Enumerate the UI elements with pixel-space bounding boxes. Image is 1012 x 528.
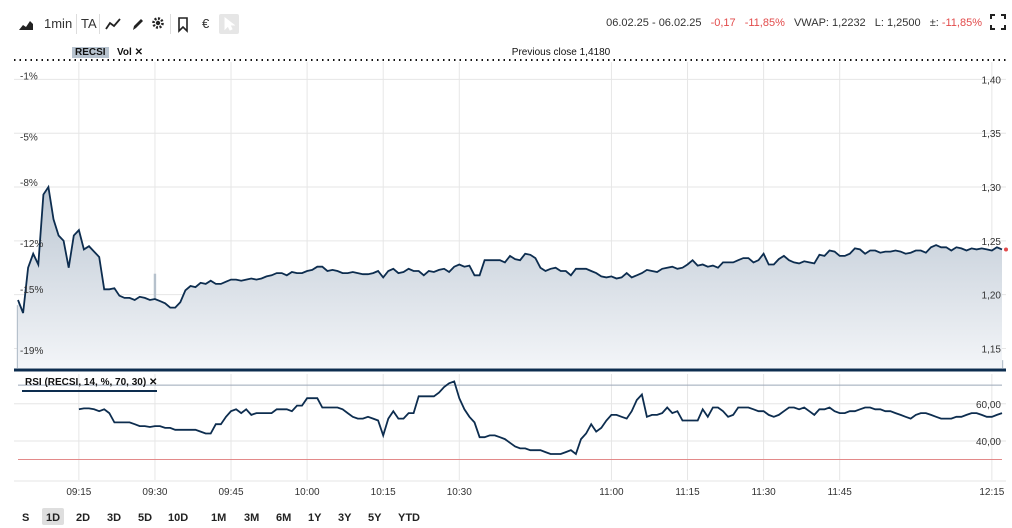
percent-tick-label: -12%: [20, 239, 43, 250]
pointer-icon[interactable]: [219, 14, 239, 34]
toolbar-divider: [76, 14, 77, 34]
range-button-6m[interactable]: 6M: [276, 512, 292, 524]
fullscreen-icon[interactable]: [990, 14, 1006, 30]
time-axis-ticks: 09:15 09:30 09:45 10:00 10:15 10:30 11:00 11:15…: [66, 487, 1004, 498]
time-tick-label: 09:15: [66, 487, 91, 498]
range-button-2d[interactable]: 2D: [76, 512, 91, 524]
range-button-1d[interactable]: 1D: [42, 508, 65, 525]
legend-volume-label: Vol: [117, 47, 132, 58]
price-chart[interactable]: Previous close 1,4180 1,401,351,301,251,…: [0, 0, 1012, 508]
rsi-line: [78, 380, 1003, 456]
interval-selector[interactable]: 1min: [44, 16, 73, 31]
indicator-icon[interactable]: [105, 14, 121, 34]
diff-label: ±: -11,85%: [929, 17, 982, 29]
time-tick-label: 10:00: [295, 487, 320, 498]
time-tick-label: 12:15: [979, 487, 1004, 498]
change-percent: -11,85%: [744, 17, 785, 29]
range-button-ytd[interactable]: YTD: [398, 512, 420, 524]
rsi-tick-label: 60,00: [976, 400, 1001, 411]
percent-tick-label: -1%: [20, 71, 38, 82]
price-tick-label: 1,20: [982, 291, 1002, 302]
time-tick-label: 09:45: [219, 487, 244, 498]
time-tick-label: 11:00: [599, 487, 624, 498]
legend-rsi-label: RSI (RECSI, 14, %, 70, 30): [25, 377, 147, 388]
ta-button[interactable]: TA: [81, 16, 97, 31]
time-tick-label: 10:15: [371, 487, 396, 498]
rsi-tick-label: 40,00: [976, 437, 1001, 448]
price-line: [17, 184, 1003, 314]
percent-tick-label: -5%: [20, 132, 38, 143]
previous-close-label: Previous close 1,4180: [512, 47, 611, 58]
time-tick-label: 11:45: [828, 487, 853, 498]
bookmark-icon[interactable]: [177, 14, 189, 34]
close-rsi-icon[interactable]: ✕: [148, 377, 158, 388]
time-tick-label: 09:30: [142, 487, 167, 498]
time-tick-label: 11:15: [675, 487, 700, 498]
range-button-3y[interactable]: 3Y: [338, 512, 352, 524]
close-volume-icon[interactable]: ✕: [134, 47, 143, 58]
time-tick-label: 10:30: [447, 487, 472, 498]
change-absolute: -0,17: [710, 17, 736, 29]
legend-volume[interactable]: Vol ✕: [117, 47, 143, 58]
price-tick-label: 1,30: [982, 183, 1002, 194]
diff-value: -11,85%: [941, 17, 982, 29]
area-chart-icon[interactable]: [18, 14, 34, 34]
chart-toolbar: 1min TA € 06.02.25 - 06.02.25 -0,17 -11,…: [0, 0, 1012, 48]
range-button-10d[interactable]: 10D: [168, 512, 189, 524]
range-button-1y[interactable]: 1Y: [308, 512, 322, 524]
toolbar-divider: [170, 14, 171, 34]
price-area: [18, 187, 1002, 368]
range-button-1m[interactable]: 1M: [211, 512, 227, 524]
vwap-value: VWAP: 1,2232: [793, 17, 866, 29]
price-axis-ticks: 1,40 1,35 1,30 1,25 1,20 1,15: [982, 75, 1002, 355]
draw-pencil-icon[interactable]: [131, 14, 145, 34]
time-tick-label: 11:30: [751, 487, 776, 498]
time-range-bar: S 1D 2D 3D 5D 10D 1M 3M 6M 1Y 3Y 5Y YTD: [0, 508, 1012, 525]
price-tick-label: 1,15: [982, 344, 1002, 355]
range-button-s[interactable]: S: [22, 512, 30, 524]
date-range: 06.02.25 - 06.02.25: [606, 17, 702, 29]
toolbar-divider: [99, 14, 100, 34]
gear-icon[interactable]: [151, 14, 165, 34]
price-info: 06.02.25 - 06.02.25 -0,17 -11,85% VWAP: …: [600, 17, 982, 29]
price-tick-label: 1,25: [982, 237, 1002, 248]
percent-tick-label: -15%: [20, 285, 43, 296]
legend-rsi[interactable]: RSI (RECSI, 14, %, 70, 30) ✕: [25, 377, 157, 388]
range-button-3m[interactable]: 3M: [244, 512, 260, 524]
range-button-5d[interactable]: 5D: [138, 512, 153, 524]
range-button-5y[interactable]: 5Y: [368, 512, 382, 524]
price-tick-label: 1,40: [982, 75, 1002, 86]
price-tick-label: 1,35: [982, 129, 1002, 140]
currency-button[interactable]: €: [202, 16, 210, 31]
rsi-axis-ticks: 60,00 40,00: [976, 400, 1001, 448]
percent-tick-label: -19%: [20, 346, 43, 357]
percent-tick-label: -8%: [20, 178, 38, 189]
range-button-3d[interactable]: 3D: [107, 512, 122, 524]
percent-axis-ticks: -1% -5% -8% -12% -15% -19%: [20, 71, 43, 357]
legend-recsi[interactable]: RECSI: [72, 47, 109, 58]
last-price-marker: [1004, 247, 1008, 252]
last-price: L: 1,2500: [874, 17, 921, 29]
